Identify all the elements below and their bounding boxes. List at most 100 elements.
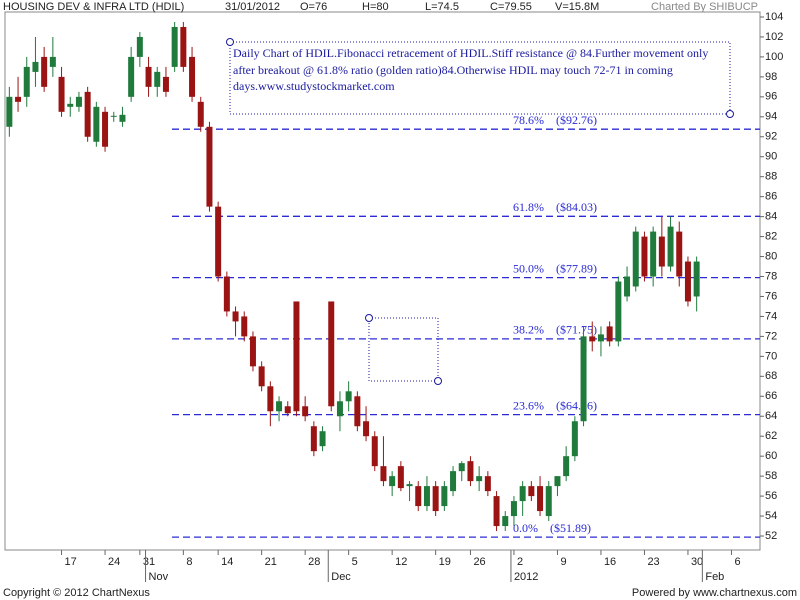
x-tick-label: 8 [186,556,192,568]
candle-body [319,431,326,447]
month-label: Feb [705,571,724,583]
x-tick-label: 17 [65,556,77,568]
candle-body [484,476,491,492]
candle-body [371,436,378,467]
y-tick-label: 98 [765,71,777,83]
y-tick-label: 82 [765,230,777,242]
candle-body [93,106,100,142]
candle-body [415,486,422,507]
candle-body [336,401,343,417]
candle-body [641,236,648,277]
box-handle [726,110,734,118]
candle-body [310,426,317,452]
y-tick-label: 72 [765,330,777,342]
x-tick-label: 19 [439,556,451,568]
y-tick-label: 96 [765,91,777,103]
y-tick-label: 68 [765,370,777,382]
candle-body [171,26,178,67]
candle-body [606,326,613,342]
candle-body [658,236,665,267]
x-tick-label: 12 [395,556,407,568]
candle-body [162,76,169,92]
fib-label: 61.8% ($84.03) [513,200,597,214]
x-tick-label: 6 [734,556,740,568]
y-tick-label: 86 [765,191,777,203]
y-tick-label: 62 [765,430,777,442]
annotation: days.www.studystockmarket.com [233,79,395,93]
fib-label: 38.2% ($71.75) [513,323,597,337]
month-label: 2012 [514,571,538,583]
candle-body [528,486,535,497]
footer-left: Copyright © 2012 ChartNexus [3,587,150,599]
box-handle [365,314,373,322]
candle-body [293,301,300,412]
y-tick-label: 88 [765,171,777,183]
candle-body [23,66,30,97]
candle-body [75,96,82,107]
candle-body [128,56,135,97]
footer-right: Powered by www.chartnexus.com [632,587,797,599]
y-tick-label: 90 [765,151,777,163]
candle-body [345,391,352,402]
candle-body [102,111,109,147]
candle-body [232,311,239,322]
candle-body [563,456,570,477]
y-tick-label: 60 [765,450,777,462]
candle-body [49,56,56,67]
candle-body [615,281,622,342]
candle-body [502,516,509,527]
candle-body [32,61,39,72]
x-tick-label: 23 [647,556,659,568]
y-tick-label: 104 [765,11,783,23]
candle-body [41,56,48,87]
credit: Charted By SHIBUCP [651,1,758,13]
candle-body [554,476,561,487]
candle-body [458,463,465,472]
candle-body [493,496,500,527]
candle-body [363,421,370,437]
box-handle [434,377,442,385]
x-tick-label: 9 [560,556,566,568]
x-tick-label: 31 [143,556,155,568]
candle-body [180,26,187,67]
candle-body [197,101,204,127]
ohlcv: H=80 [362,1,389,13]
x-tick-label: 28 [308,556,320,568]
y-tick-label: 76 [765,290,777,302]
candle-body [6,96,13,127]
annotation-box [229,41,731,115]
x-tick-label: 16 [604,556,616,568]
month-label: Dec [331,571,351,583]
candle-body [223,276,230,312]
candle-body [154,71,161,87]
candle-body [389,476,396,487]
candle-body [380,466,387,482]
chart-title: HOUSING DEV & INFRA LTD (HDIL) [3,1,184,13]
candle-body [597,334,604,342]
candle-body [397,466,404,489]
candle-body [545,486,552,517]
candle-body [650,231,657,277]
candle-body [441,486,448,507]
candle-body [406,484,413,487]
candle-body [423,486,430,507]
candle-body [328,301,335,407]
candle-body [354,396,361,427]
candle-body [450,471,457,492]
candle-body [624,276,631,297]
candle-body [119,114,126,122]
candle-body [58,76,65,112]
y-tick-label: 58 [765,470,777,482]
candle-body [15,96,22,102]
fib-label: 50.0% ($77.89) [513,261,597,275]
candle-body [276,401,283,412]
candle-body [215,206,222,277]
month-label: Nov [149,571,169,583]
candle-body [476,476,483,482]
candle-body [206,126,213,207]
candle-body [467,461,474,482]
candle-body [510,501,517,517]
candle-body [241,316,248,337]
y-tick-label: 100 [765,51,783,63]
